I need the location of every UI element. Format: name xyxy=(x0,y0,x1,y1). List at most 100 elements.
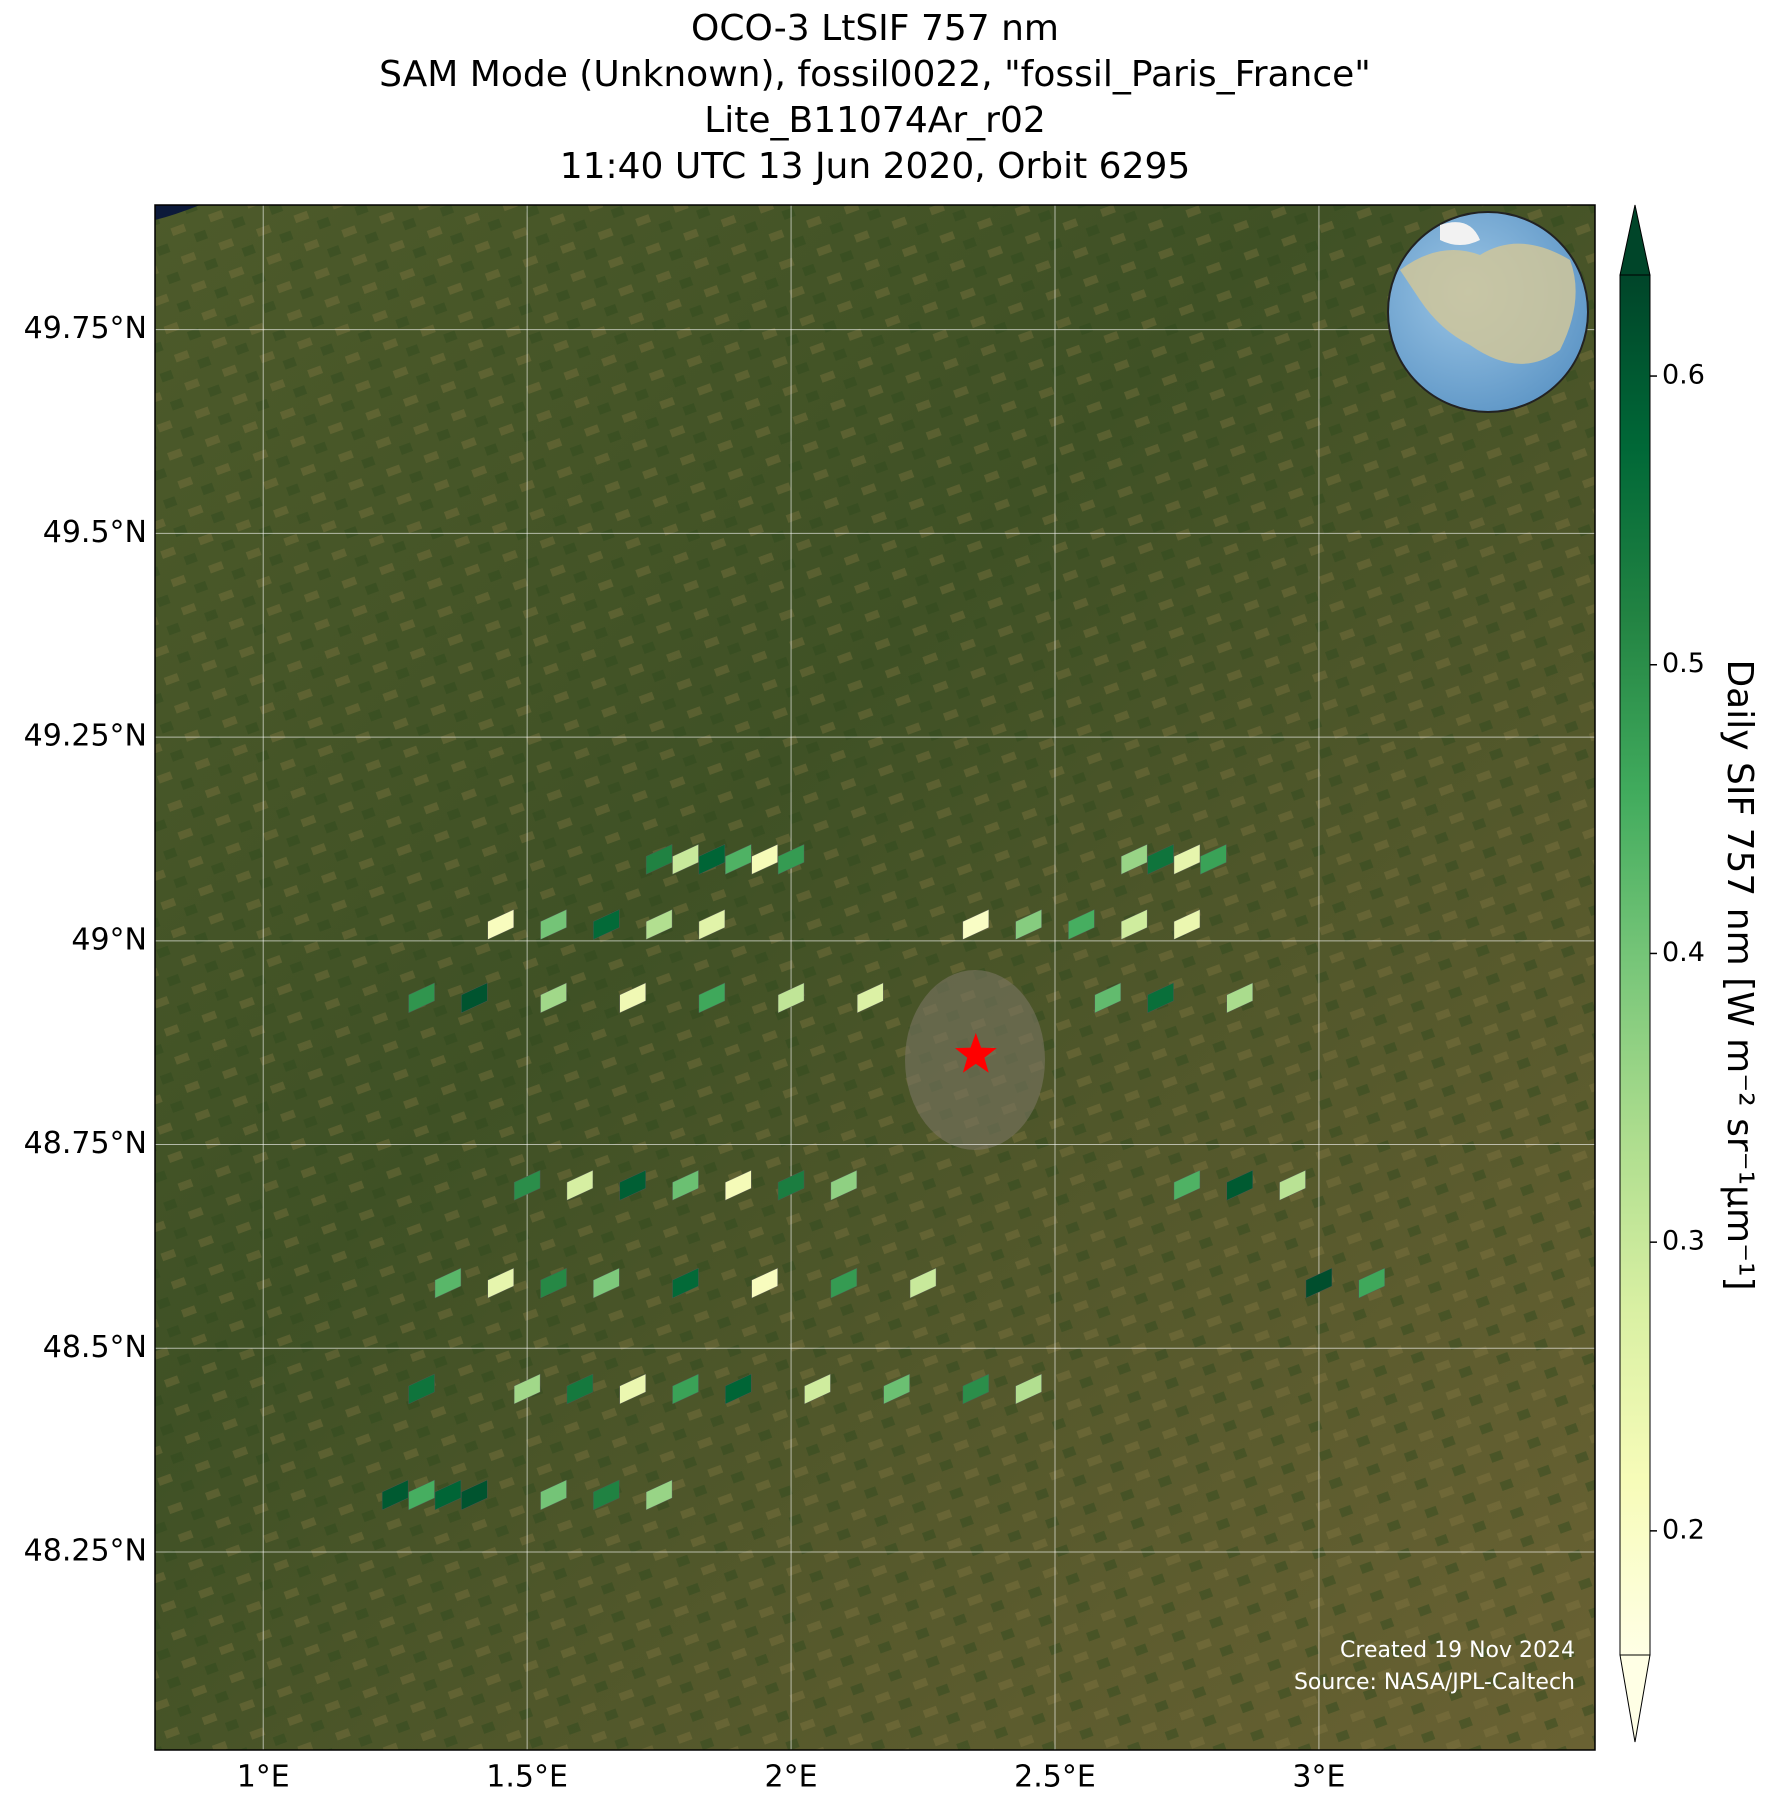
sif-pixel xyxy=(1305,1267,1333,1299)
sif-pixel xyxy=(1147,982,1174,1014)
basemap-texture xyxy=(155,205,1595,1750)
sif-pixel xyxy=(593,909,620,940)
sif-pixel xyxy=(408,1373,435,1405)
colorbar: 0.2 0.3 0.4 0.5 0.6 xyxy=(1619,204,1705,1743)
colorbar-body xyxy=(1620,275,1650,1655)
sif-pixel xyxy=(672,1267,699,1299)
sif-pixel xyxy=(645,909,673,940)
title-line: 11:40 UTC 13 Jun 2020, Orbit 6295 xyxy=(560,146,1191,187)
sif-pixel xyxy=(461,982,488,1014)
sif-pixel xyxy=(804,1373,831,1405)
title-block: OCO-3 LtSIF 757 nm SAM Mode (Unknown), f… xyxy=(379,8,1371,187)
sif-pixel xyxy=(408,982,435,1014)
credit: Source: NASA/JPL-Caltech xyxy=(1294,1670,1575,1695)
globe-ice xyxy=(1440,222,1480,245)
sif-pixel xyxy=(513,1373,541,1405)
sif-pixel xyxy=(672,1373,699,1405)
sif-pixel xyxy=(751,1267,778,1299)
sif-pixel xyxy=(751,844,778,875)
sif-pixel xyxy=(1173,909,1201,940)
sea xyxy=(155,205,200,220)
sif-pixel xyxy=(1173,844,1201,875)
title-line: OCO-3 LtSIF 757 nm xyxy=(691,8,1059,49)
colorbar-tick-label: 0.6 xyxy=(1662,360,1705,391)
sif-pixel xyxy=(1226,1169,1253,1201)
sif-pixel xyxy=(461,1479,488,1511)
sif-pixel xyxy=(619,982,646,1014)
sif-pixel xyxy=(1068,909,1095,940)
sif-pixel xyxy=(1358,1267,1385,1299)
sif-pixel xyxy=(1094,982,1121,1014)
sif-pixel xyxy=(1200,844,1227,875)
colorbar-label: Daily SIF 757 nm [W m⁻² sr⁻¹µm⁻¹] xyxy=(1719,659,1760,1290)
sif-pixel xyxy=(830,1169,858,1201)
colorbar-tick-label: 0.4 xyxy=(1662,937,1705,968)
sif-pixel xyxy=(777,982,805,1014)
sif-pixel xyxy=(1226,982,1253,1014)
sif-pixel xyxy=(540,1479,567,1511)
sif-pixel xyxy=(1147,844,1174,875)
sif-pixel xyxy=(487,1267,514,1299)
y-tick-label: 49°N xyxy=(71,922,147,957)
sif-pixel xyxy=(619,1169,646,1201)
colorbar-frame xyxy=(1619,274,1651,1656)
grid xyxy=(155,205,1595,1750)
colorbar-extend-min xyxy=(1619,1654,1651,1743)
colorbar-tick-label: 0.2 xyxy=(1662,1514,1705,1545)
title-line: SAM Mode (Unknown), fossil0022, "fossil_… xyxy=(379,54,1371,95)
sif-pixel xyxy=(645,1479,673,1511)
sif-pixel xyxy=(909,1267,937,1299)
inset-globe xyxy=(1387,211,1589,413)
y-tick-label: 48.25°N xyxy=(24,1533,147,1568)
sif-pixel xyxy=(698,982,726,1014)
sif-pixels xyxy=(381,844,1385,1511)
sif-pixel xyxy=(566,1169,594,1201)
sif-pixel xyxy=(698,909,726,940)
sif-pixel xyxy=(672,844,699,875)
sif-pixel xyxy=(434,1267,462,1299)
sif-pixel xyxy=(381,1479,409,1511)
sif-pixel xyxy=(593,1267,620,1299)
sif-pixel xyxy=(540,909,567,940)
sif-pixel xyxy=(434,1479,462,1511)
y-tick-label: 49.25°N xyxy=(24,719,147,754)
sif-pixel xyxy=(1015,909,1042,940)
x-tick-label: 1.5°E xyxy=(486,1760,568,1795)
sif-pixel xyxy=(857,982,884,1014)
sif-pixel xyxy=(962,1373,990,1405)
sif-pixel xyxy=(962,909,990,940)
sif-pixel xyxy=(883,1373,910,1405)
sif-pixel xyxy=(1173,1169,1201,1201)
sif-pixel xyxy=(777,844,805,875)
sif-pixel xyxy=(1120,844,1148,875)
x-tick-label: 2.5°E xyxy=(1014,1760,1096,1795)
sif-pixel xyxy=(513,1169,541,1201)
sif-pixel xyxy=(540,982,567,1014)
y-tick-label: 48.75°N xyxy=(24,1126,147,1161)
sif-pixel xyxy=(672,1169,699,1201)
sif-pixel xyxy=(698,844,726,875)
target-layer xyxy=(954,1032,997,1073)
sif-pixel xyxy=(645,844,673,875)
sif-pixel xyxy=(408,1479,435,1511)
x-tick-label: 1°E xyxy=(237,1760,290,1795)
sif-pixel xyxy=(619,1373,646,1405)
y-tick-label: 49.5°N xyxy=(43,515,147,550)
colorbar-extend-max xyxy=(1619,204,1651,276)
sif-pixel xyxy=(777,1169,805,1201)
title-line: Lite_B11074Ar_r02 xyxy=(704,100,1046,141)
sif-pixel xyxy=(725,1169,752,1201)
sif-pixel xyxy=(487,909,514,940)
y-tick-label: 49.75°N xyxy=(24,311,147,346)
colorbar-tick-label: 0.5 xyxy=(1662,648,1705,679)
map-frame xyxy=(154,204,1596,1751)
sif-pixel xyxy=(1015,1373,1042,1405)
x-tick-label: 2°E xyxy=(765,1760,818,1795)
sif-pixel xyxy=(725,844,752,875)
sif-pixel xyxy=(725,1373,752,1405)
y-tick-label: 48.5°N xyxy=(43,1330,147,1365)
sif-pixel xyxy=(540,1267,567,1299)
target-marker xyxy=(954,1032,997,1073)
sif-pixel xyxy=(1120,909,1148,940)
